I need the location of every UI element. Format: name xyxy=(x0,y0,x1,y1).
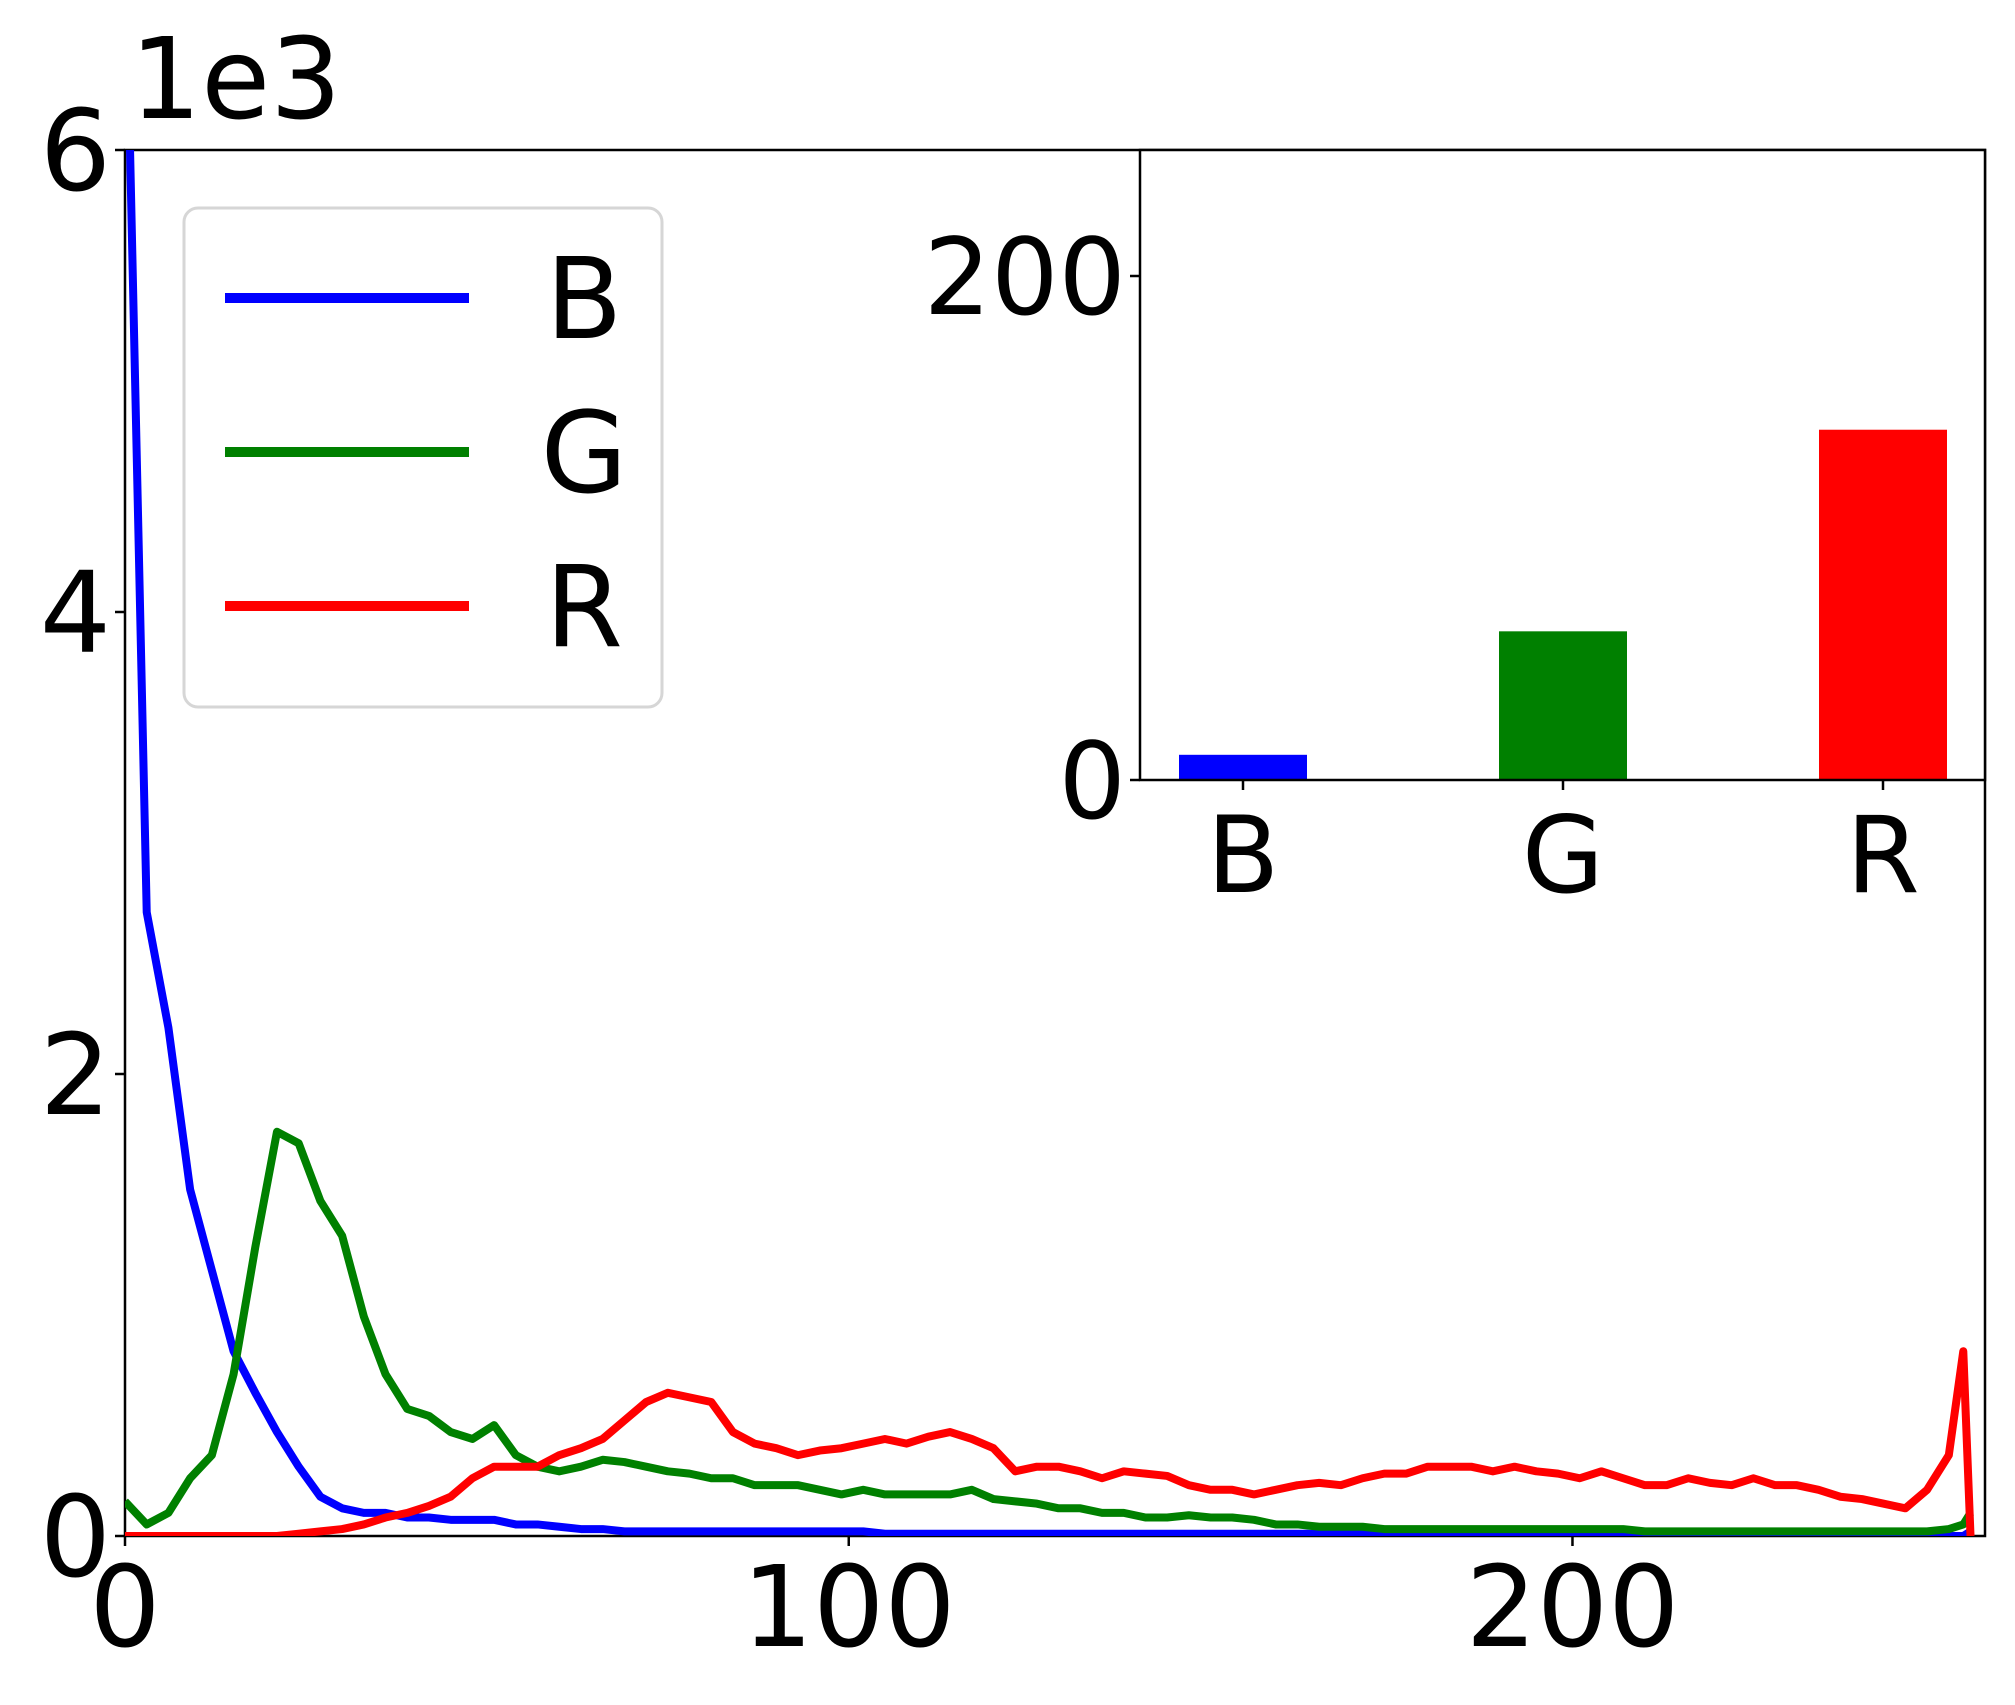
x-tick-label: 0 xyxy=(89,1543,160,1673)
plot-area xyxy=(125,150,1975,1536)
legend-box xyxy=(182,206,664,709)
inset-x-tick-label: G xyxy=(1522,794,1604,917)
inset-x-tick-label: B xyxy=(1207,794,1280,917)
inset-y-tick-label: 200 xyxy=(924,216,1126,339)
x-tick-label: 100 xyxy=(742,1543,956,1673)
inset-bar xyxy=(1819,429,1947,780)
y-offset-label: 1e3 xyxy=(130,15,341,145)
line-R xyxy=(125,1347,1975,1536)
legend-label: G xyxy=(541,389,628,519)
inset-x-tick-label: R xyxy=(1846,794,1920,917)
line-B xyxy=(126,150,1973,1536)
y-tick-label: 2 xyxy=(40,1011,111,1141)
x-tick-label: 200 xyxy=(1466,1543,1680,1673)
legend-label: B xyxy=(546,235,623,365)
y-tick-label: 6 xyxy=(40,87,111,217)
y-tick-label: 0 xyxy=(40,1473,111,1603)
line-G xyxy=(125,1127,1974,1536)
y-tick-label: 4 xyxy=(40,549,111,679)
legend-label: R xyxy=(545,543,623,673)
inset-bar xyxy=(1499,631,1627,780)
inset-frame xyxy=(1138,148,1987,782)
inset-y-tick-label: 0 xyxy=(1059,720,1126,843)
inset-bar xyxy=(1179,754,1307,780)
